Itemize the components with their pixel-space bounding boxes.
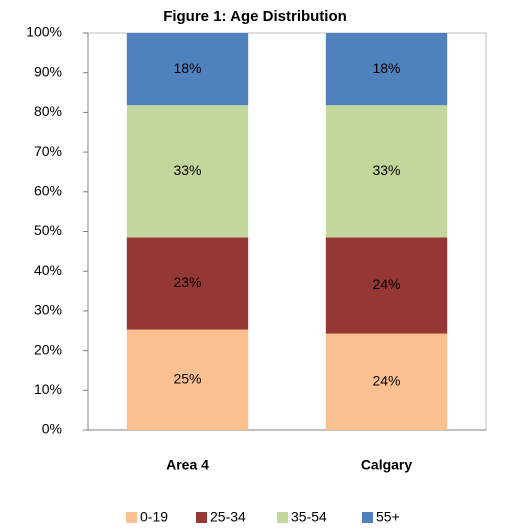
y-tick-label: 20% (34, 341, 62, 357)
bar-segment (325, 105, 448, 238)
legend-label: 25-34 (210, 509, 246, 525)
y-tick-label: 0% (42, 421, 62, 437)
legend-label: 35-54 (291, 509, 327, 525)
x-tick-label: Calgary (361, 457, 413, 473)
data-label: 18% (372, 60, 400, 76)
data-label: 18% (173, 60, 201, 76)
data-label: 23% (173, 274, 201, 290)
y-tick-label: 90% (34, 63, 62, 79)
bar-segment (126, 105, 249, 238)
bar-segment (126, 329, 249, 430)
bar-segment (325, 333, 448, 430)
bar-segment (126, 237, 249, 330)
chart-title: Figure 1: Age Distribution (163, 8, 347, 25)
data-label: 25% (173, 370, 201, 386)
bar-segment (325, 237, 448, 334)
y-tick-label: 80% (34, 103, 62, 119)
legend-label: 0-19 (140, 509, 168, 525)
y-tick-label: 10% (34, 381, 62, 397)
legend-swatch (196, 512, 207, 523)
data-label: 24% (372, 276, 400, 292)
bar-segment (126, 33, 249, 106)
legend-swatch (362, 512, 373, 523)
legend-swatch (277, 512, 288, 523)
y-tick-label: 50% (34, 222, 62, 238)
data-label: 33% (372, 162, 400, 178)
bar-segment (325, 33, 448, 106)
legend-swatch (126, 512, 137, 523)
data-label: 24% (372, 372, 400, 388)
legend-label: 55+ (376, 509, 400, 525)
y-tick-label: 30% (34, 302, 62, 318)
y-tick-label: 60% (34, 183, 62, 199)
data-label: 33% (173, 162, 201, 178)
y-tick-label: 100% (26, 24, 62, 40)
y-tick-label: 70% (34, 143, 62, 159)
y-tick-label: 40% (34, 262, 62, 278)
x-tick-label: Area 4 (166, 457, 209, 473)
